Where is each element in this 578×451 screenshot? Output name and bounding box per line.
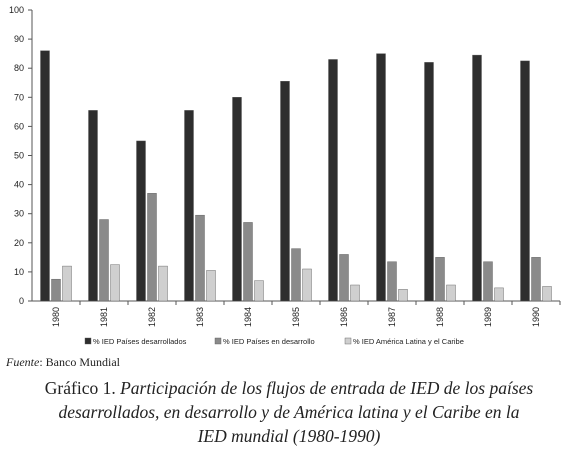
bar [280, 81, 290, 302]
bar [254, 280, 264, 302]
y-tick-label: 0 [19, 296, 24, 306]
caption-line: Gráfico 1. Participación de los flujos d… [45, 378, 534, 398]
x-tick-label: 1980 [51, 307, 61, 327]
x-tick-label: 1986 [339, 307, 349, 327]
source-label: Fuente [5, 355, 40, 369]
legend-label: % IED América Latina y el Caribe [353, 337, 464, 346]
y-tick-label: 80 [14, 63, 24, 73]
bar [99, 219, 109, 302]
bar [184, 110, 194, 302]
bar [136, 140, 146, 302]
legend-swatch [84, 337, 92, 345]
x-tick-label: 1982 [147, 307, 157, 327]
legend-swatch [344, 337, 352, 345]
bar [398, 289, 408, 302]
bar [542, 286, 552, 302]
bar [520, 60, 530, 302]
x-tick-label: 1990 [531, 307, 541, 327]
bar [387, 261, 397, 302]
y-tick-label: 100 [9, 5, 24, 15]
bar [147, 193, 157, 302]
caption-text: desarrollados, en desarrollo y de Améric… [58, 402, 519, 422]
y-tick-label: 60 [14, 121, 24, 131]
bar [494, 287, 504, 302]
bar [206, 270, 216, 302]
y-tick-label: 10 [14, 267, 24, 277]
bar [531, 257, 541, 302]
bar [472, 54, 482, 302]
legend-label: % IED Países en desarrollo [223, 337, 315, 346]
x-tick-label: 1983 [195, 307, 205, 327]
y-tick-label: 50 [14, 151, 24, 161]
bar [88, 110, 98, 302]
bar [435, 257, 445, 302]
y-tick-label: 70 [14, 92, 24, 102]
y-tick-label: 30 [14, 209, 24, 219]
bar [302, 268, 312, 302]
bar [243, 222, 253, 302]
x-tick-label: 1988 [435, 307, 445, 327]
caption-text: IED mundial (1980-1990) [197, 426, 381, 446]
y-tick-label: 40 [14, 180, 24, 190]
bar [158, 265, 168, 302]
bar [232, 97, 242, 302]
source-text: : Banco Mundial [39, 355, 120, 369]
bar [291, 248, 301, 302]
x-tick-label: 1987 [387, 307, 397, 327]
y-tick-label: 90 [14, 34, 24, 44]
legend-swatch [214, 337, 222, 345]
bar [62, 265, 72, 302]
bar [51, 278, 61, 302]
bar [446, 284, 456, 302]
bar [483, 261, 493, 302]
bar [195, 214, 205, 302]
x-tick-label: 1985 [291, 307, 301, 327]
legend-label: % IED Países desarrollados [93, 337, 187, 346]
caption-text: Participación de los flujos de entrada d… [119, 378, 533, 398]
bar [328, 59, 338, 302]
bar [40, 50, 50, 302]
bar [339, 254, 349, 302]
bar [110, 264, 120, 302]
y-tick-label: 20 [14, 238, 24, 248]
caption-label: Gráfico 1. [45, 378, 116, 398]
bar [350, 284, 360, 302]
x-tick-label: 1989 [483, 307, 493, 327]
x-tick-label: 1981 [99, 307, 109, 327]
bar [424, 62, 434, 302]
source: Fuente: Banco Mundial [5, 355, 121, 369]
bar [376, 53, 386, 302]
x-tick-label: 1984 [243, 307, 253, 327]
